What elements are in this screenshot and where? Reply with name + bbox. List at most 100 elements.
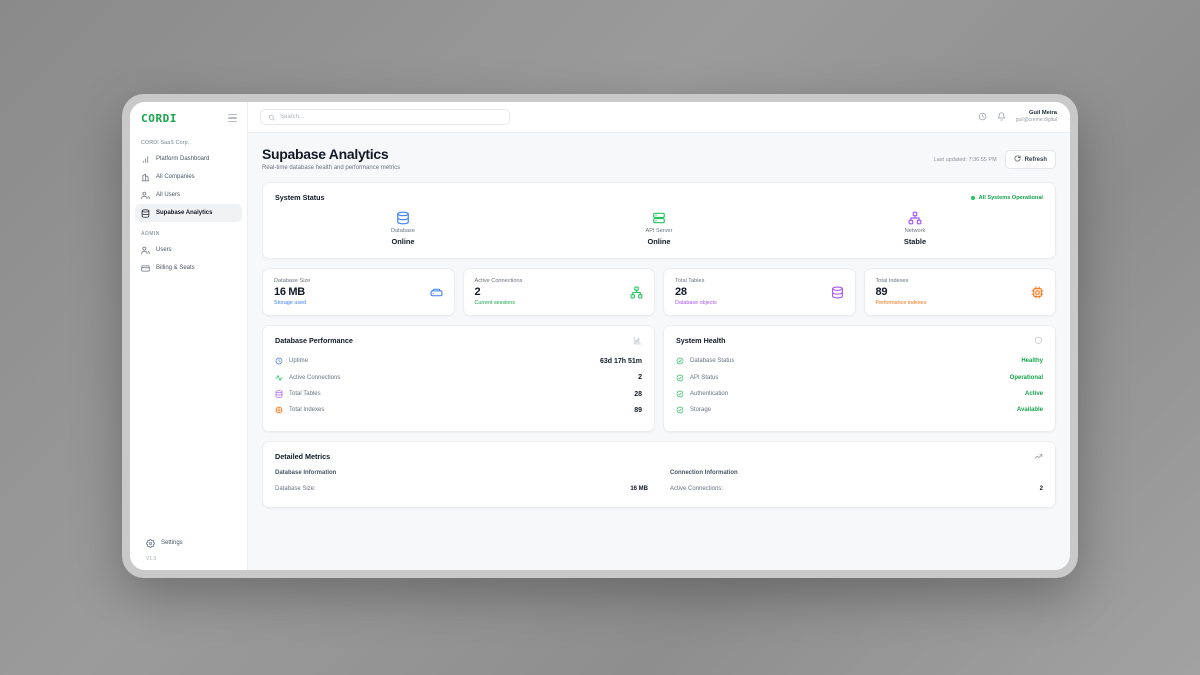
check-circle-icon <box>676 357 684 365</box>
refresh-icon <box>1014 155 1021 164</box>
search-box[interactable] <box>260 109 510 125</box>
search-input[interactable] <box>280 114 502 120</box>
system-status-title: System Status <box>275 193 325 203</box>
page-title: Supabase Analytics <box>262 146 389 162</box>
server-icon <box>652 211 666 225</box>
credit-card-icon <box>141 264 150 273</box>
metric-label: Uptime <box>289 358 309 365</box>
sidebar-item-all-users[interactable]: All Users <box>135 186 242 204</box>
system-status-item-network: Network Stable <box>787 211 1043 246</box>
health-row-storage: Storage Available <box>676 402 1043 418</box>
sidebar-item-label: Users <box>156 247 172 253</box>
system-status-item-api-server: API Server Online <box>531 211 787 246</box>
detailed-metrics-header: Detailed Metrics <box>275 452 1043 461</box>
hamburger-menu-icon[interactable] <box>228 114 237 122</box>
bell-icon[interactable] <box>997 112 1006 122</box>
sidebar-footer: Settings V1.0 <box>130 534 247 570</box>
user-menu[interactable]: Guil Meira guil@creme.digital <box>1016 110 1057 123</box>
health-label: API Status <box>690 374 719 381</box>
users-icon <box>141 246 150 255</box>
status-dot-icon <box>970 195 975 200</box>
page-header-text: Supabase Analytics Real-time database he… <box>262 146 400 171</box>
database-icon <box>141 208 150 218</box>
panels-row: Database Performance <box>262 325 1056 432</box>
stat-card-text: Active Connections 2 Current sessions <box>475 278 631 306</box>
stat-value: 2 <box>474 286 481 299</box>
sidebar-item-label: All Companies <box>156 174 195 180</box>
user-name: Guil Meira <box>1028 110 1057 117</box>
app-screen: CORDI CORDI SaaS Corp. Platform Dashboar… <box>130 102 1070 570</box>
stat-card-text: Database Size 16 MB Storage used <box>274 278 430 306</box>
stat-card-total-tables: Total Tables 28 Database objects <box>663 268 856 317</box>
sidebar-admin-section-label: ADMIN <box>141 231 160 237</box>
database-icon <box>831 286 844 299</box>
search-icon <box>268 114 275 121</box>
database-icon <box>396 211 410 225</box>
sidebar-item-label: Settings <box>161 540 183 546</box>
users-icon <box>141 191 150 200</box>
health-label: Database Status <box>690 358 735 365</box>
sidebar-item-label: All Users <box>156 192 181 198</box>
sidebar-item-supabase-analytics[interactable]: Supabase Analytics <box>135 204 242 222</box>
history-clock-icon[interactable] <box>978 112 987 121</box>
panel-header: Database Performance <box>275 336 642 345</box>
network-icon <box>630 286 643 299</box>
stat-value: 89 <box>875 286 888 299</box>
check-circle-icon <box>676 374 684 382</box>
metric-value: 28 <box>634 390 642 398</box>
refresh-button[interactable]: Refresh <box>1004 150 1056 170</box>
clock-icon <box>275 357 283 365</box>
database-performance-title: Database Performance <box>275 336 353 346</box>
app-logo[interactable]: CORDI <box>141 111 178 125</box>
hard-drive-icon <box>430 286 443 299</box>
health-value: Healthy <box>1021 358 1043 365</box>
stat-card-active-connections: Active Connections 2 Current sessions <box>462 268 655 317</box>
sidebar-header: CORDI <box>130 102 247 134</box>
stat-value: 16 MB <box>274 286 305 299</box>
page-content: Supabase Analytics Real-time database he… <box>248 133 1070 570</box>
sidebar-item-settings[interactable]: Settings <box>140 534 237 552</box>
sidebar-item-platform-dashboard[interactable]: Platform Dashboard <box>135 150 242 168</box>
detail-key: Database Size: <box>275 485 316 492</box>
system-health-title: System Health <box>676 336 726 346</box>
sidebar-org-label: CORDI SaaS Corp. <box>141 140 190 146</box>
stat-sub: Performance indexes <box>875 300 927 307</box>
sidebar-item-label: Supabase Analytics <box>156 210 213 216</box>
check-circle-icon <box>676 390 684 398</box>
database-icon <box>275 390 283 398</box>
metric-value: 89 <box>634 406 642 414</box>
last-updated-text: Last updated: 7:36:55 PM <box>933 156 997 163</box>
metric-row-total-tables: Total Tables 28 <box>275 386 642 402</box>
status-badge: All Systems Operational <box>970 194 1043 201</box>
stat-sub: Database objects <box>675 300 717 307</box>
system-status-header: System Status All Systems Operational <box>275 193 1043 202</box>
connection-information-title: Connection Information <box>670 469 738 476</box>
stat-sub: Storage used <box>274 300 307 307</box>
health-value: Available <box>1016 407 1043 414</box>
network-icon <box>908 211 922 225</box>
stat-label: Database Size <box>274 278 311 285</box>
activity-icon <box>275 374 283 382</box>
stat-cards-row: Database Size 16 MB Storage used Active … <box>262 268 1056 317</box>
metric-row-active-connections: Active Connections 2 <box>275 369 642 385</box>
detailed-metrics-title: Detailed Metrics <box>275 451 331 461</box>
topbar-right: Guil Meira guil@creme.digital <box>978 110 1057 123</box>
sidebar-item-billing-and-seats[interactable]: Billing & Seats <box>135 259 242 277</box>
health-value: Operational <box>1009 374 1043 381</box>
sidebar-item-all-companies[interactable]: All Companies <box>135 168 242 186</box>
system-health-panel: System Health Datab <box>663 325 1056 432</box>
sidebar-item-label: Platform Dashboard <box>156 156 210 162</box>
status-badge-label: All Systems Operational <box>978 194 1043 201</box>
sidebar-spacer <box>130 277 247 534</box>
page-header: Supabase Analytics Real-time database he… <box>262 146 1056 171</box>
stat-label: Total Tables <box>675 278 705 285</box>
bar-chart-icon <box>633 336 642 345</box>
sidebar-item-users[interactable]: Users <box>135 241 242 259</box>
metric-row-total-indexes: Total Indexes 89 <box>275 402 642 418</box>
system-status-item-label: Network <box>904 228 926 235</box>
panel-header: System Health <box>676 336 1043 345</box>
metric-value: 63d 17h 51m <box>599 357 642 365</box>
stat-label: Active Connections <box>474 278 523 285</box>
gear-icon <box>146 538 155 548</box>
metric-row-uptime: Uptime 63d 17h 51m <box>275 353 642 369</box>
